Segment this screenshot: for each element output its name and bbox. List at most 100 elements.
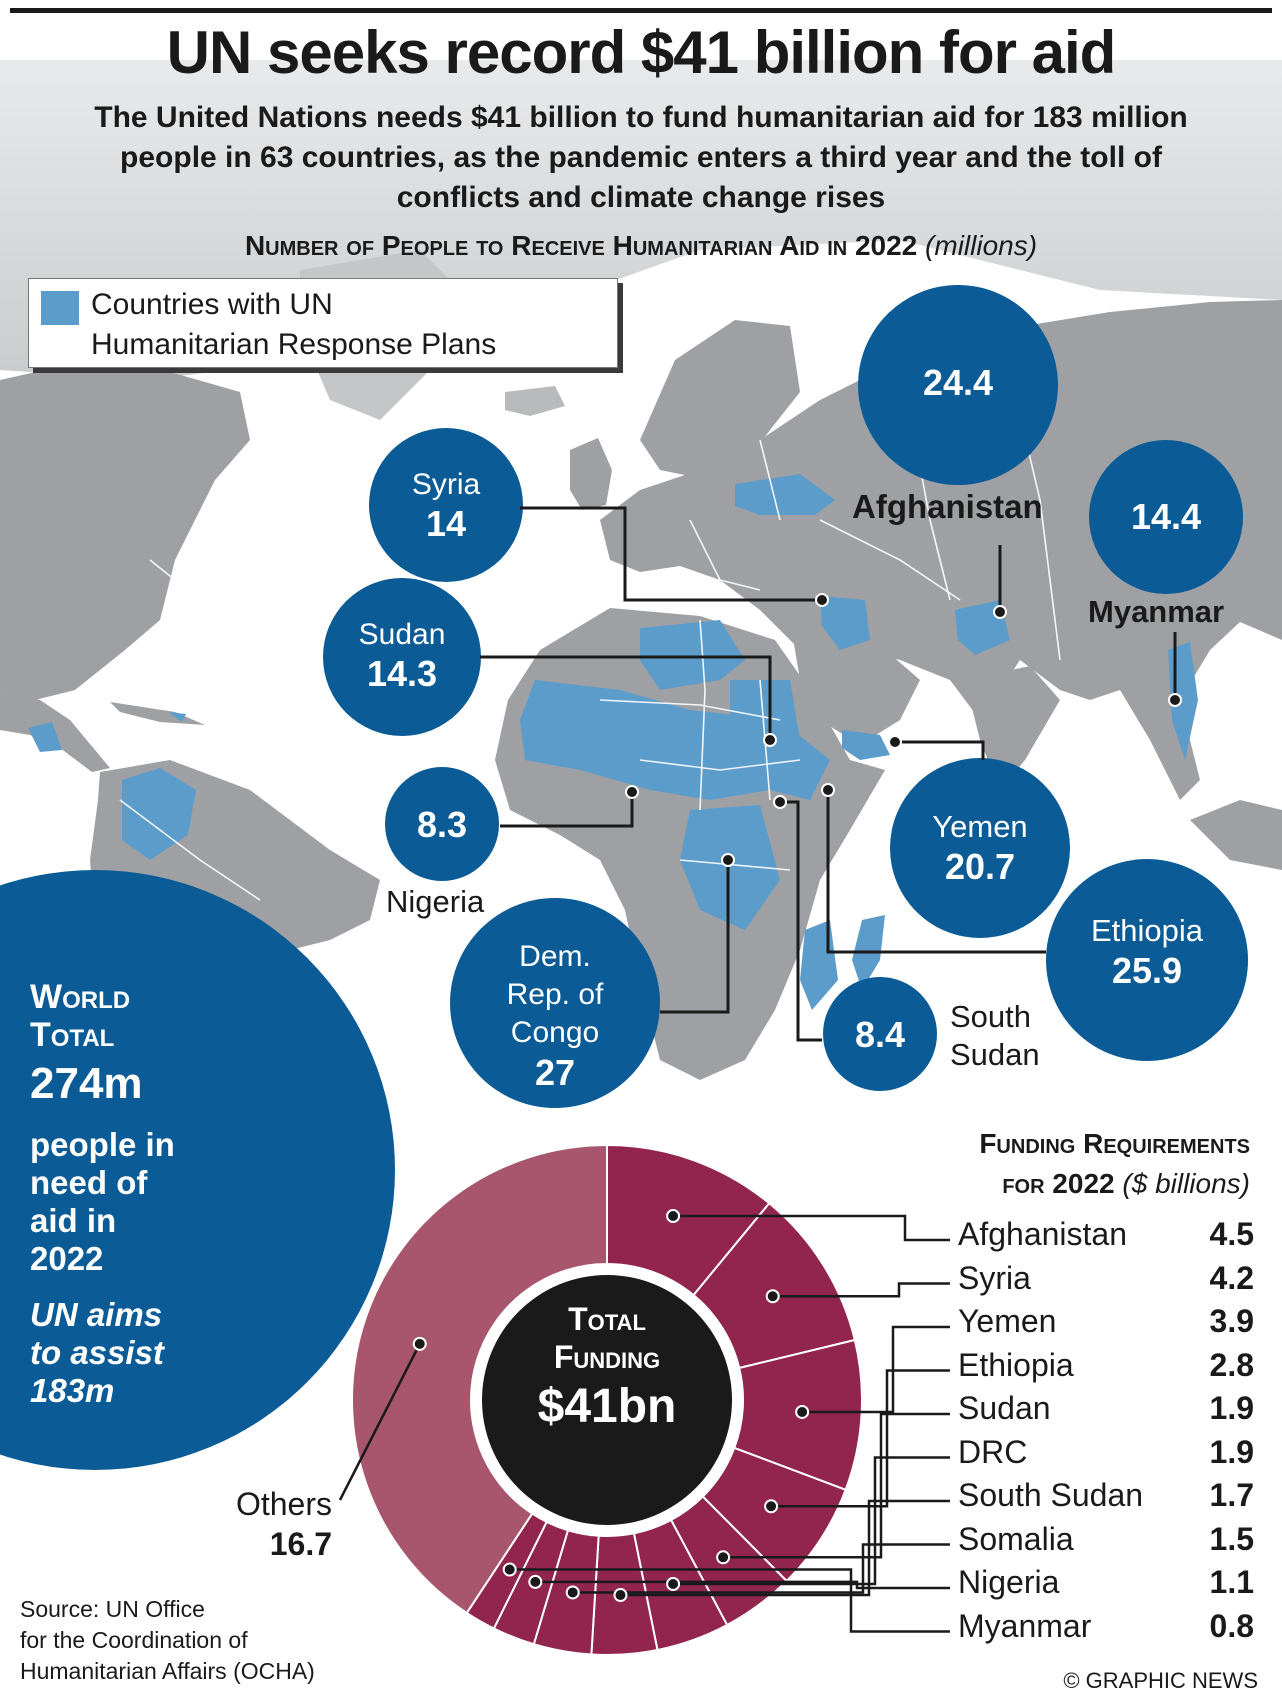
bubble-value-drc: 27	[534, 1052, 576, 1093]
north-america	[0, 360, 250, 700]
funding-leader-dot	[666, 1576, 681, 1591]
funding-leader-dot	[565, 1585, 580, 1600]
bubble-south-sudan	[823, 977, 937, 1091]
world-total-head-1: World	[30, 978, 131, 1016]
top-rule	[10, 8, 1272, 13]
map-unit: (millions)	[925, 230, 1038, 261]
drc-map	[680, 805, 780, 930]
bubble-value-sudan: 14.3	[366, 653, 438, 694]
bubble-label-drc: Dem. Rep. of Congo 27	[465, 938, 645, 1094]
page-title: UN seeks record $41 billion for aid	[166, 19, 1117, 86]
ukraine	[735, 474, 835, 515]
caribbean	[110, 702, 205, 725]
bubble-yemen	[890, 758, 1070, 938]
funding-leader-drc	[673, 1456, 950, 1586]
source-line-1: Source: UN Office	[20, 1596, 205, 1622]
donut-center-line-1: Total	[568, 1301, 646, 1337]
bubble-myanmar	[1089, 440, 1243, 594]
funding-leader-ethiopia	[771, 1369, 950, 1508]
british-isles	[570, 438, 612, 510]
bubble-label-sudan: Sudan 14.3	[323, 616, 481, 694]
funding-row-name: Myanmar	[958, 1607, 1092, 1644]
funding-leader-myanmar	[509, 1568, 950, 1633]
eurasia	[600, 300, 1282, 800]
bubble-nigeria	[385, 767, 499, 881]
map-title-text: Number of People to Receive Humanitarian…	[244, 230, 918, 261]
funding-unit: ($ billions)	[1122, 1168, 1250, 1199]
funding-leader-afghanistan	[673, 1214, 950, 1242]
map-title: Number of People to Receive Humanitarian…	[0, 230, 1282, 262]
funding-row-name: Ethiopia	[958, 1346, 1074, 1383]
funding-title: Funding Requirements for 2022 ($ billion…	[780, 1124, 1250, 1204]
funding-row-yemen: Yemen 3.9	[958, 1303, 1254, 1345]
funding-row-value: 0.8	[1209, 1607, 1254, 1644]
bubble-value-syria: 14	[425, 503, 467, 544]
funding-leader-dot	[528, 1574, 543, 1589]
bubble-value-ethiopia: 25.9	[1111, 950, 1183, 991]
funding-row-value: 1.1	[1209, 1564, 1254, 1600]
donut-center-label: Total Funding $41bn	[495, 1300, 719, 1438]
world-total-text: people in need of aid in 2022	[30, 1126, 175, 1277]
bubble-label-myanmar: 14.4	[1130, 496, 1202, 537]
funding-row-name: Somalia	[958, 1520, 1074, 1557]
funding-leader-south-sudan	[620, 1499, 950, 1597]
map-legend: Countries with UN Humanitarian Response …	[28, 278, 618, 368]
funding-row-name: Nigeria	[958, 1564, 1060, 1600]
legend-swatch-plans	[41, 291, 79, 325]
bubble-label-syria: Syria 14	[369, 466, 523, 544]
yemen-map	[842, 730, 890, 760]
funding-row-name: South Sudan	[958, 1477, 1144, 1513]
funding-leader-dot	[613, 1588, 628, 1603]
bubble-leader-dots	[625, 593, 1182, 867]
funding-row-nigeria: Nigeria 1.1	[958, 1564, 1254, 1606]
funding-leader-dot	[765, 1289, 780, 1304]
funding-row-value: 2.8	[1209, 1346, 1254, 1383]
funding-row-drc: DRC 1.9	[958, 1434, 1254, 1476]
funding-row-afghanistan: Afghanistan 4.5	[958, 1216, 1254, 1258]
funding-row-name: Syria	[958, 1259, 1031, 1296]
funding-leader-somalia	[572, 1543, 950, 1594]
colombia-venezuela	[122, 768, 196, 860]
funding-row-sudan: Sudan 1.9	[958, 1390, 1254, 1432]
bubble-name-drc: Dem. Rep. of Congo	[506, 940, 604, 1049]
funding-row-somalia: Somalia 1.5	[958, 1521, 1254, 1563]
sahel-belt	[520, 680, 830, 800]
funding-row-name: DRC	[958, 1433, 1028, 1470]
legend-label-line-1: Countries with UN	[91, 288, 333, 321]
funding-row-value: 4.2	[1209, 1259, 1254, 1296]
funding-leader-nigeria	[535, 1580, 950, 1590]
bubble-name-myanmar: Myanmar	[1088, 594, 1225, 629]
funding-leader-dots	[412, 1209, 810, 1603]
others-label-block: Others 16.7	[222, 1484, 332, 1564]
libya	[640, 620, 745, 690]
funding-title-line-2: for 2022 ($ billions)	[780, 1164, 1250, 1204]
donut-center-line-2: Funding	[553, 1339, 661, 1375]
bubble-value-yemen: 20.7	[944, 846, 1016, 887]
bubble-label-afghanistan: 24.4	[922, 362, 994, 403]
bubble-ethiopia	[1046, 859, 1248, 1061]
funding-leader-others	[338, 1343, 421, 1501]
syria-iraq	[820, 596, 870, 650]
funding-row-value: 1.9	[1209, 1390, 1254, 1426]
bubble-label-south-sudan: 8.4	[854, 1014, 906, 1055]
funding-leader-syria	[772, 1282, 950, 1298]
legend-label: Countries with UN Humanitarian Response …	[91, 285, 496, 365]
funding-leader-dot	[412, 1336, 427, 1351]
bubble-sudan	[323, 578, 481, 736]
funding-title-line-1: Funding Requirements	[979, 1128, 1250, 1159]
world-total-panel: World Total 274m people in need of aid i…	[30, 978, 290, 1410]
bubble-name-syria: Syria	[411, 468, 481, 501]
funding-leader-dot	[764, 1499, 779, 1514]
world-total-value: 274m	[30, 1059, 143, 1108]
others-label: Others	[235, 1486, 332, 1522]
funding-row-name: Afghanistan	[958, 1216, 1128, 1252]
credit: © GRAPHIC NEWS	[1063, 1668, 1258, 1693]
sudan-map	[730, 680, 800, 760]
funding-row-ethiopia: Ethiopia 2.8	[958, 1347, 1254, 1389]
legend-label-line-2: Humanitarian Response Plans	[91, 328, 497, 361]
bubble-drc	[450, 898, 660, 1108]
world-total-aim: UN aims to assist 183m	[30, 1296, 164, 1409]
funding-row-myanmar: Myanmar 0.8	[958, 1608, 1254, 1650]
scandinavia	[640, 320, 800, 478]
funding-title-year: for 2022	[1002, 1168, 1115, 1199]
